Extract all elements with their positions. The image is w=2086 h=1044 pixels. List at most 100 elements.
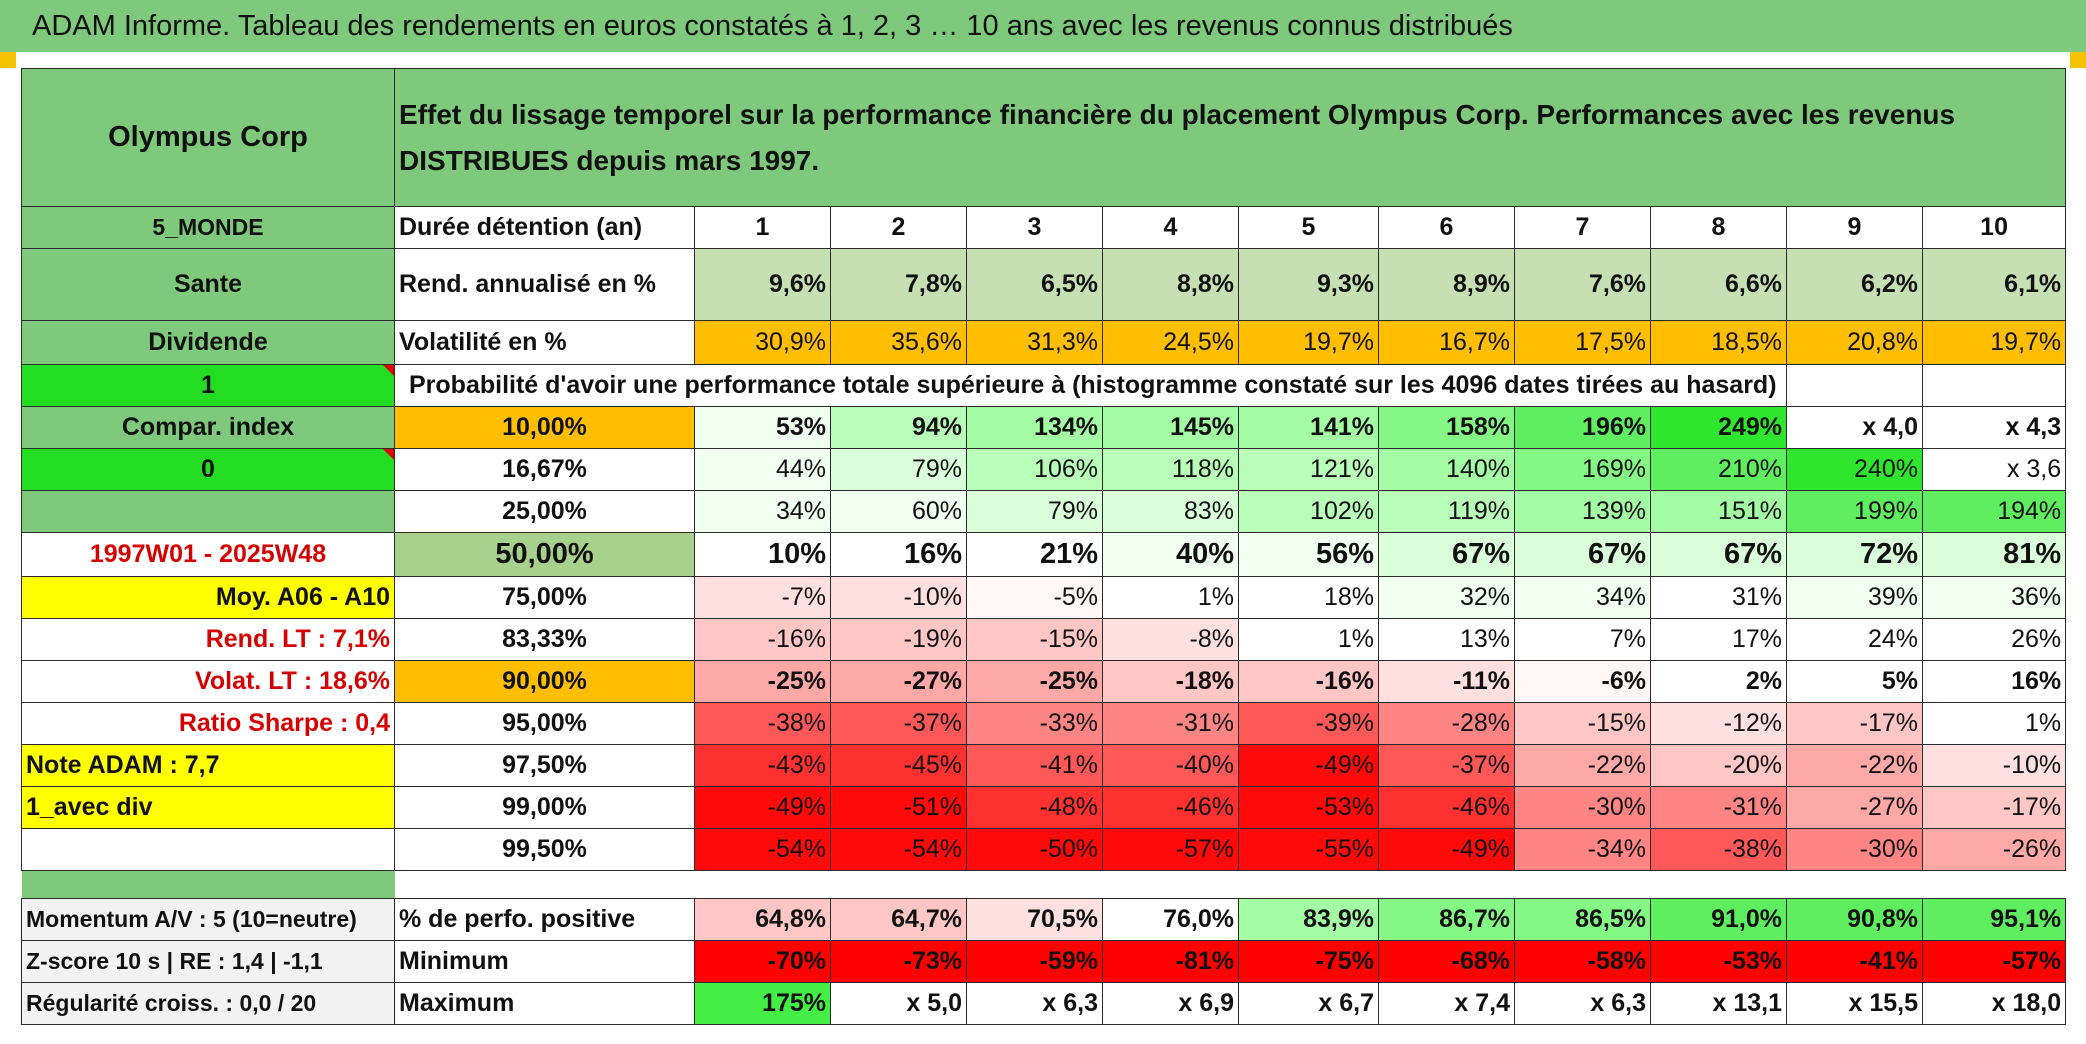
rend-value: 6,1% — [1921, 248, 2067, 321]
volat-lt-label: Volat. LT : 18,6% — [21, 660, 395, 703]
percentile-value: -10% — [830, 576, 967, 619]
percentile-value: -28% — [1378, 702, 1515, 745]
percentile-value: -7% — [694, 576, 831, 619]
percentile-value: 196% — [1514, 406, 1651, 449]
percentile-row: 0 16,67% 44% 79% 106% 118% 121% 140% 169% 210% 2… — [21, 448, 2067, 491]
minimum-value: -57% — [1921, 940, 2067, 983]
left-empty-cell — [21, 828, 395, 871]
percentile-row: Moy. A06 - A10 75,00% -7% -10% -5% 1% 18% 32%… — [21, 576, 2067, 619]
percentile-value: 21% — [966, 532, 1103, 577]
percentile-value: -31% — [1650, 786, 1787, 829]
percentile-value: -30% — [1786, 828, 1923, 871]
maximum-row: Régularité croiss. : 0,0 / 20 Maximum 17… — [21, 982, 2067, 1025]
rend-annualise-row: Sante Rend. annualisé en % 9,6% 7,8% 6,5% 8… — [21, 248, 2067, 321]
percentile-value: -38% — [1650, 828, 1787, 871]
percentile-row: Compar. index 10,00% 53% 94% 134% 145% 141% 1… — [21, 406, 2067, 449]
duration-value: 10 — [1921, 206, 2067, 249]
percentile-value: 34% — [694, 490, 831, 533]
percentile-value: 18% — [1238, 576, 1379, 619]
percentile-value: 249% — [1650, 406, 1787, 449]
percentile-value: 169% — [1514, 448, 1651, 491]
flag-zero: 0 — [21, 448, 395, 491]
percentile-value: -31% — [1102, 702, 1239, 745]
percentile-value: 26% — [1921, 618, 2067, 661]
percentile-value: -37% — [1378, 744, 1515, 787]
percentile-value: -15% — [1514, 702, 1651, 745]
percentile-row: Ratio Sharpe : 0,4 95,00% -38% -37% -33% -3… — [21, 702, 2067, 745]
percentile-value: -50% — [966, 828, 1103, 871]
duration-value: 8 — [1650, 206, 1787, 249]
percentile-value: -17% — [1921, 786, 2067, 829]
volatilite-value: 18,5% — [1650, 320, 1787, 365]
percentile-value: 194% — [1921, 490, 2067, 533]
percentile-label: 97,50% — [394, 744, 695, 787]
percentile-value: 139% — [1514, 490, 1651, 533]
positive-value: 70,5% — [966, 898, 1103, 941]
percentile-value: 1% — [1238, 618, 1379, 661]
rend-annualise-label: Rend. annualisé en % — [394, 248, 695, 321]
moy-label: Moy. A06 - A10 — [21, 576, 395, 619]
maximum-value: x 5,0 — [830, 982, 967, 1025]
percentile-value: 1% — [1102, 576, 1239, 619]
percentile-value: 36% — [1921, 576, 2067, 619]
percentile-value: -12% — [1650, 702, 1787, 745]
percentile-value: 16% — [1921, 660, 2067, 703]
percentile-value: -55% — [1238, 828, 1379, 871]
momentum-label: Momentum A/V : 5 (10=neutre) — [21, 898, 395, 941]
positive-value: 90,8% — [1786, 898, 1923, 941]
region-label: 5_MONDE — [21, 206, 395, 249]
period-label: 1997W01 - 2025W48 — [21, 532, 395, 577]
percentile-value: 5% — [1786, 660, 1923, 703]
minimum-label: Minimum — [394, 940, 695, 983]
positive-value: 86,7% — [1378, 898, 1515, 941]
rend-value: 7,8% — [830, 248, 967, 321]
rend-value: 9,3% — [1238, 248, 1379, 321]
flag-one: 1 — [21, 364, 395, 407]
report-title: ADAM Informe. Tableau des rendements en … — [0, 0, 2086, 52]
percentile-row: 25,00% 34% 60% 79% 83% 102% 119% 139% 151% 199% 1… — [21, 490, 2067, 533]
duration-value: 6 — [1378, 206, 1515, 249]
probability-caption: Probabilité d'avoir une performance tota… — [394, 364, 1787, 407]
percentile-value: 119% — [1378, 490, 1515, 533]
corner-marker — [2070, 52, 2086, 68]
maximum-value: 175% — [694, 982, 831, 1025]
minimum-value: -70% — [694, 940, 831, 983]
percentile-label: 83,33% — [394, 618, 695, 661]
percentile-row: 1_avec div 99,00% -49% -51% -48% -46% -53% -4… — [21, 786, 2067, 829]
avec-div-label: 1_avec div — [21, 786, 395, 829]
percentile-value: 44% — [694, 448, 831, 491]
rend-value: 7,6% — [1514, 248, 1651, 321]
percentile-value: 31% — [1650, 576, 1787, 619]
percentile-value: 67% — [1650, 532, 1787, 577]
volatilite-label: Volatilité en % — [394, 320, 695, 365]
positive-row: Momentum A/V : 5 (10=neutre) % de perfo.… — [21, 898, 2067, 941]
duration-value: 5 — [1238, 206, 1379, 249]
volatilite-value: 31,3% — [966, 320, 1103, 365]
spacer-green — [21, 870, 395, 899]
minimum-value: -81% — [1102, 940, 1239, 983]
volatilite-row: Dividende Volatilité en % 30,9% 35,6% 31,3… — [21, 320, 2067, 365]
percentile-value: -49% — [1238, 744, 1379, 787]
percentile-value: -11% — [1378, 660, 1515, 703]
sector-label: Sante — [21, 248, 395, 321]
percentile-value: -16% — [1238, 660, 1379, 703]
blank-cell — [1786, 364, 1923, 407]
company-name: Olympus Corp — [21, 68, 395, 207]
volatilite-value: 17,5% — [1514, 320, 1651, 365]
rend-value: 6,2% — [1786, 248, 1923, 321]
percentile-value: 79% — [966, 490, 1103, 533]
rend-lt-label: Rend. LT : 7,1% — [21, 618, 395, 661]
volatilite-value: 35,6% — [830, 320, 967, 365]
percentile-label: 99,50% — [394, 828, 695, 871]
percentile-value: -22% — [1514, 744, 1651, 787]
percentile-label: 75,00% — [394, 576, 695, 619]
positive-label: % de perfo. positive — [394, 898, 695, 941]
minimum-value: -53% — [1650, 940, 1787, 983]
zscore-label: Z-score 10 s | RE : 1,4 | -1,1 — [21, 940, 395, 983]
percentile-value: 140% — [1378, 448, 1515, 491]
percentile-value: x 3,6 — [1921, 448, 2067, 491]
percentile-value: -26% — [1921, 828, 2067, 871]
percentile-value: 34% — [1514, 576, 1651, 619]
percentile-value: 210% — [1650, 448, 1787, 491]
percentile-row: Rend. LT : 7,1% 83,33% -16% -19% -15% -8% 1%… — [21, 618, 2067, 661]
